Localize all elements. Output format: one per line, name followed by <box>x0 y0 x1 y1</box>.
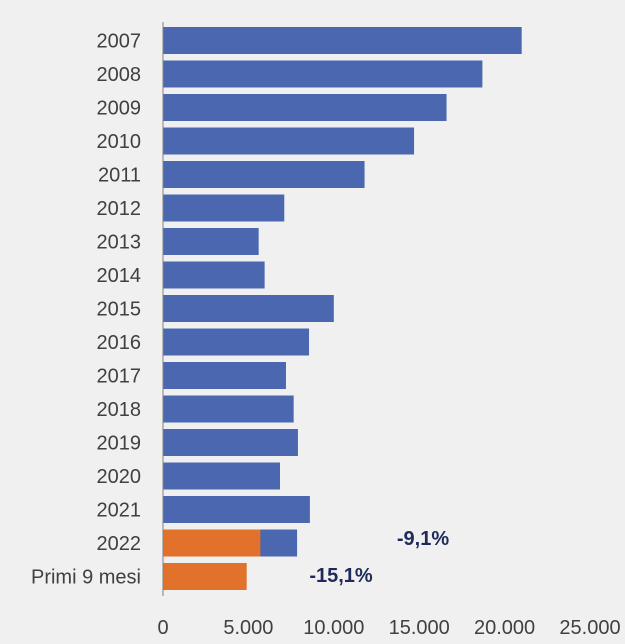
category-label: 2018 <box>97 399 142 421</box>
category-label: 2011 <box>98 165 141 187</box>
bar-highlight-primi-9-mesi <box>163 563 247 590</box>
category-label: Primi 9 mesi <box>31 567 141 589</box>
bar-total-2010 <box>163 127 415 155</box>
category-label: 2022 <box>97 533 142 555</box>
bar-total-2019 <box>163 429 298 456</box>
category-label: 2017 <box>97 366 142 388</box>
change-annotation: -15,1% <box>309 565 373 587</box>
category-label: 2016 <box>97 332 142 354</box>
category-label: 2012 <box>97 198 142 220</box>
category-label: 2015 <box>97 299 142 321</box>
category-label: 2008 <box>97 64 142 86</box>
bar-total-2017 <box>163 362 286 389</box>
bar-total-2015 <box>163 295 334 322</box>
category-label: 2007 <box>97 31 142 53</box>
category-label: 2010 <box>97 131 142 153</box>
category-label: 2009 <box>97 98 142 120</box>
bar-total-2016 <box>163 328 310 356</box>
bar-total-2011 <box>163 161 365 188</box>
bar-total-2009 <box>163 94 447 121</box>
bar-total-2007 <box>163 27 522 54</box>
bar-highlight-2022 <box>163 529 261 557</box>
change-annotation: -9,1% <box>397 528 449 550</box>
bar-total-2020 <box>163 462 280 490</box>
category-label: 2020 <box>97 466 142 488</box>
x-tick-label: 15.000 <box>389 617 450 639</box>
category-label: 2014 <box>97 265 142 287</box>
bar-total-2012 <box>163 194 285 222</box>
category-label: 2013 <box>97 232 142 254</box>
x-tick-label: 5.000 <box>223 617 273 639</box>
category-label: 2019 <box>97 433 142 455</box>
bar-total-2008 <box>163 60 483 88</box>
category-label: 2021 <box>97 500 142 522</box>
bar-total-2014 <box>163 261 265 289</box>
bar-total-2021 <box>163 496 310 523</box>
x-tick-label: 0 <box>157 617 168 639</box>
x-tick-label: 20.000 <box>474 617 535 639</box>
x-tick-label: 25.000 <box>559 617 620 639</box>
x-tick-label: 10.000 <box>303 617 364 639</box>
bar-total-2013 <box>163 228 259 255</box>
bar-total-2018 <box>163 395 294 423</box>
